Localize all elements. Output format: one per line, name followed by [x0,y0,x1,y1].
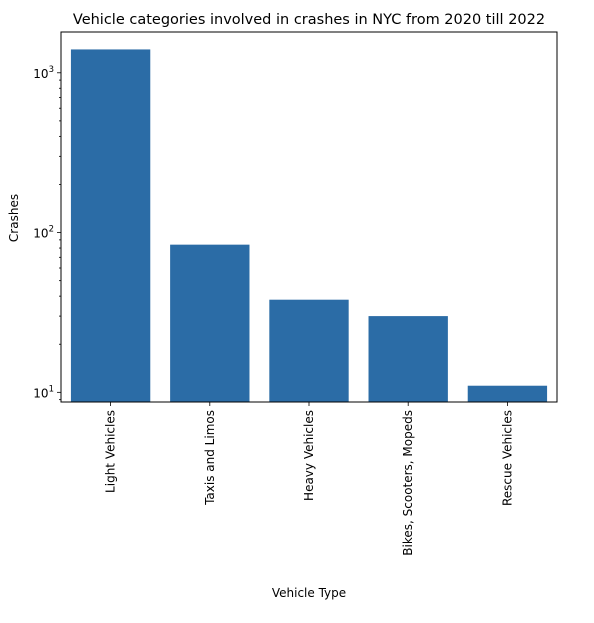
bar [70,49,151,402]
x-tick-label: Light Vehicles [104,410,118,493]
bar [170,244,250,402]
y-tick-label: 103 [33,65,54,81]
y-tick-label: 102 [33,225,54,241]
x-tick-label: Taxis and Limos [203,410,217,506]
bar [269,299,349,402]
bar [368,316,448,402]
x-tick-label: Bikes, Scooters, Mopeds [401,410,415,556]
y-tick-label: 101 [33,384,54,400]
x-tick-label: Rescue Vehicles [500,410,514,506]
bar [467,385,548,402]
y-axis-label: Crashes [7,194,21,242]
x-tick-label: Heavy Vehicles [302,410,316,501]
x-axis-label: Vehicle Type [272,586,346,600]
plot-area: 101 102 103 Light Vehicles Taxis and Limos He… [33,31,558,556]
chart-title: Vehicle categories involved in crashes i… [73,12,545,28]
